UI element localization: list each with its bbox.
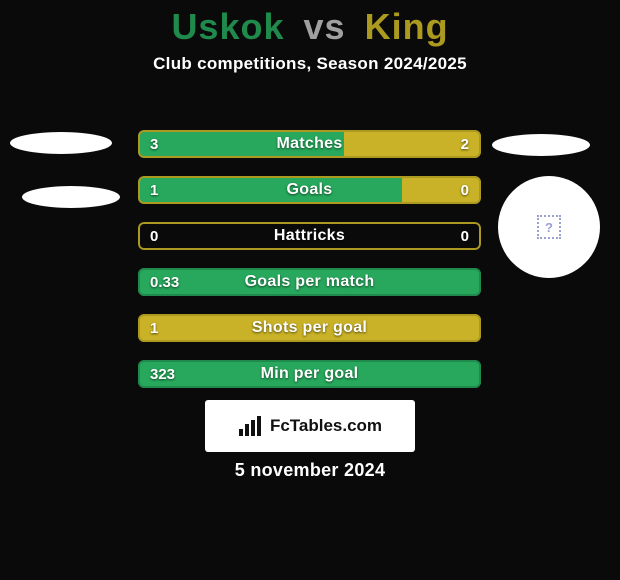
stat-row: 323Min per goal xyxy=(138,360,481,388)
subtitle: Club competitions, Season 2024/2025 xyxy=(0,54,620,74)
question-mark-icon: ? xyxy=(537,215,561,239)
stat-label: Min per goal xyxy=(138,360,481,388)
stat-row: 1Shots per goal xyxy=(138,314,481,342)
fctables-badge: FcTables.com xyxy=(205,400,415,452)
bars-icon xyxy=(238,415,264,437)
decor-ellipse-right-1 xyxy=(492,134,590,156)
stat-label: Goals xyxy=(138,176,481,204)
player1-name: Uskok xyxy=(171,6,284,47)
decor-ellipse-left-1 xyxy=(10,132,112,154)
vs-text: vs xyxy=(304,6,346,47)
decor-ellipse-left-2 xyxy=(22,186,120,208)
stat-label: Hattricks xyxy=(138,222,481,250)
stat-row: 32Matches xyxy=(138,130,481,158)
comparison-chart: 32Matches 10Goals 00Hattricks 0.33Goals per… xyxy=(138,130,481,406)
player2-name: King xyxy=(365,6,449,47)
stat-label: Goals per match xyxy=(138,268,481,296)
stat-row: 0.33Goals per match xyxy=(138,268,481,296)
page-title: Uskok vs King xyxy=(0,6,620,48)
badge-text: FcTables.com xyxy=(270,416,382,436)
decor-circle-right: ? xyxy=(498,176,600,278)
stat-label: Matches xyxy=(138,130,481,158)
stat-row: 10Goals xyxy=(138,176,481,204)
stat-row: 00Hattricks xyxy=(138,222,481,250)
date-text: 5 november 2024 xyxy=(0,460,620,481)
stat-label: Shots per goal xyxy=(138,314,481,342)
